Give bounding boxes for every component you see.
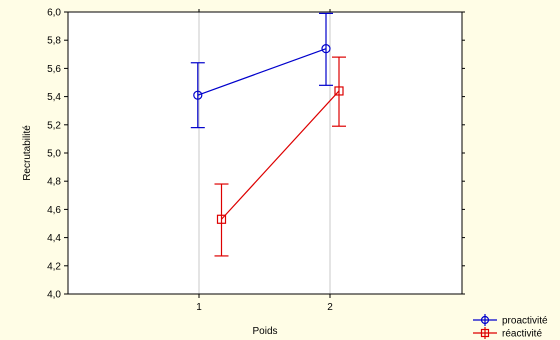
y-axis-ticks: 4,0 4,2 4,4 4,6 4,8 5,0 5,2 5,4 5,6 5,8 6,0 bbox=[47, 8, 465, 301]
data-point-0-0 bbox=[193, 90, 203, 100]
y-tick-label-3: 4,6 bbox=[47, 205, 61, 216]
x-tick-label-2: 2 bbox=[327, 302, 333, 313]
y-tick-label-1: 4,2 bbox=[47, 261, 61, 272]
y-tick-label-5: 5,0 bbox=[47, 149, 61, 160]
y-tick-label-0: 4,0 bbox=[47, 290, 61, 301]
data-point-1-1 bbox=[334, 86, 344, 96]
y-tick-label-2: 4,4 bbox=[47, 233, 61, 244]
y-tick-label-6: 5,2 bbox=[47, 120, 61, 131]
series-group bbox=[190, 12, 346, 257]
y-tick-label-9: 5,8 bbox=[47, 36, 61, 47]
legend-item-1: réactivité bbox=[473, 327, 542, 340]
series-0 bbox=[190, 12, 333, 129]
x-axis-label: Poids bbox=[252, 326, 277, 337]
x-tick-label-1: 1 bbox=[196, 302, 202, 313]
y-tick-label-7: 5,4 bbox=[47, 92, 61, 103]
legend-label-0: proactivité bbox=[502, 316, 548, 327]
legend-item-0: proactivité bbox=[473, 314, 548, 327]
series-1 bbox=[214, 56, 346, 257]
y-axis-label: Recrutabilité bbox=[22, 125, 33, 181]
y-tick-label-10: 6,0 bbox=[47, 8, 61, 19]
legend: proactivité réactivité bbox=[473, 314, 548, 340]
y-tick-label-8: 5,6 bbox=[47, 64, 61, 75]
y-tick-label-4: 4,8 bbox=[47, 177, 61, 188]
series-line-0 bbox=[197, 48, 327, 96]
plot-area bbox=[68, 12, 462, 294]
grid-lines bbox=[198, 12, 331, 294]
series-line-1 bbox=[221, 90, 340, 220]
data-point-0-1 bbox=[321, 44, 331, 54]
legend-marker-0 bbox=[480, 315, 490, 325]
data-point-1-0 bbox=[216, 214, 227, 224]
legend-marker-1 bbox=[480, 328, 490, 338]
legend-label-1: réactivité bbox=[502, 329, 542, 340]
